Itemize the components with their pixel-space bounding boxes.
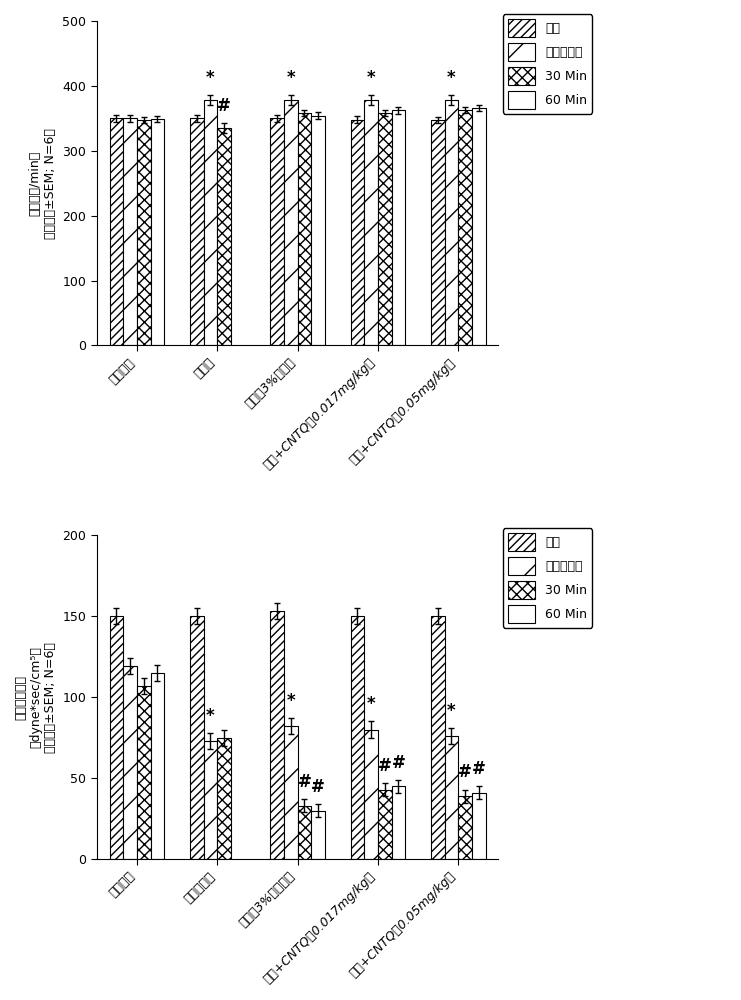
Y-axis label: 全身血管阻力
（dyne*sec/cm⁵）
（平均値±SEM; N=6）: 全身血管阻力 （dyne*sec/cm⁵） （平均値±SEM; N=6） (14, 642, 57, 753)
Bar (298, 113, 311, 345)
Text: #: # (378, 757, 392, 775)
Bar (431, 120, 445, 345)
Bar (137, 120, 150, 345)
Bar (150, 119, 165, 345)
Bar (217, 738, 231, 859)
Bar (137, 686, 150, 859)
Text: *: * (206, 707, 215, 725)
Text: *: * (367, 69, 376, 87)
Text: *: * (447, 69, 456, 87)
Bar (392, 786, 405, 859)
Bar (459, 796, 472, 859)
Bar (378, 113, 392, 345)
Bar (350, 616, 365, 859)
Bar (150, 673, 165, 859)
Bar (270, 611, 284, 859)
Bar (204, 100, 217, 345)
Bar (298, 806, 311, 859)
Bar (217, 128, 231, 345)
Bar (378, 790, 392, 859)
Text: #: # (217, 97, 231, 115)
Text: #: # (472, 760, 486, 778)
Bar (123, 666, 137, 859)
Bar (350, 120, 365, 345)
Text: *: * (447, 702, 456, 720)
Legend: 基线, 出血性休克, 30 Min, 60 Min: 基线, 出血性休克, 30 Min, 60 Min (502, 528, 592, 628)
Legend: 基线, 出血性休克, 30 Min, 60 Min: 基线, 出血性休克, 30 Min, 60 Min (502, 14, 592, 114)
Text: *: * (206, 69, 215, 87)
Bar (190, 118, 204, 345)
Text: *: * (367, 695, 376, 713)
Text: #: # (391, 754, 405, 772)
Bar (365, 730, 378, 859)
Bar (472, 108, 485, 345)
Bar (431, 616, 445, 859)
Bar (365, 100, 378, 345)
Bar (311, 116, 325, 345)
Bar (270, 118, 284, 345)
Bar (445, 736, 459, 859)
Text: *: * (287, 69, 295, 87)
Y-axis label: 心率（次/min）
（平均値±SEM; N=6）: 心率（次/min） （平均値±SEM; N=6） (29, 128, 57, 239)
Bar (190, 616, 204, 859)
Bar (284, 100, 298, 345)
Bar (392, 110, 405, 345)
Bar (284, 726, 298, 859)
Bar (123, 118, 137, 345)
Bar (204, 741, 217, 859)
Text: #: # (311, 778, 325, 796)
Bar (110, 118, 123, 345)
Bar (110, 616, 123, 859)
Bar (472, 793, 485, 859)
Text: #: # (458, 763, 472, 781)
Bar (311, 811, 325, 859)
Bar (459, 110, 472, 345)
Bar (445, 100, 459, 345)
Text: #: # (297, 773, 311, 791)
Text: *: * (287, 692, 295, 710)
